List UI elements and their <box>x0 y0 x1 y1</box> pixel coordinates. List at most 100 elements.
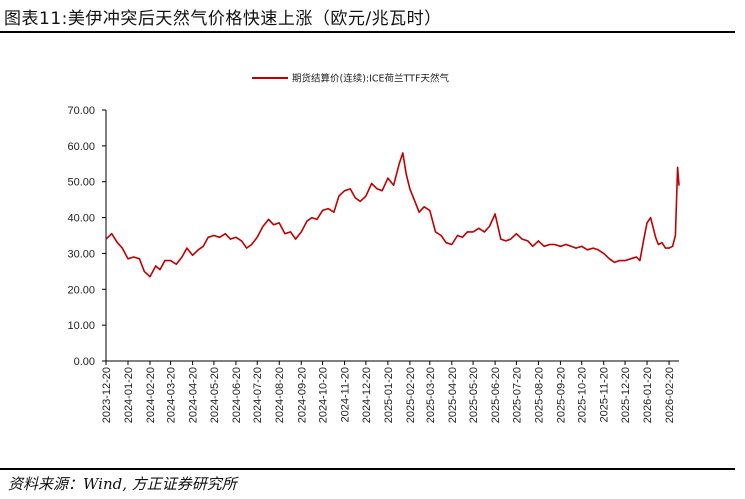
data-point <box>181 256 183 258</box>
data-point <box>466 231 468 233</box>
data-point <box>327 208 329 210</box>
data-point <box>655 236 657 238</box>
data-point <box>554 243 556 246</box>
data-point <box>672 245 674 247</box>
x-tick-label: 2024-07-20 <box>252 367 264 423</box>
data-point <box>570 245 572 247</box>
data-point <box>186 247 188 249</box>
data-point <box>434 231 437 233</box>
data-point <box>597 249 599 251</box>
x-tick-label: 2025-12-20 <box>620 367 632 423</box>
x-tick-label: 2024-01-20 <box>123 367 135 423</box>
data-point <box>405 173 407 176</box>
data-point <box>219 236 221 238</box>
data-point <box>451 243 453 246</box>
data-point <box>164 260 166 262</box>
data-point <box>505 240 507 242</box>
data-point <box>229 238 231 240</box>
data-point <box>121 247 123 249</box>
data-point <box>613 261 616 263</box>
y-tick-label: 70.00 <box>67 105 95 117</box>
data-point <box>235 236 237 238</box>
x-tick-label: 2024-06-20 <box>231 367 243 423</box>
x-tick-label: 2024-12-20 <box>361 367 373 423</box>
chart-title: 图表11:美伊冲突后天然气价格快速上涨（欧元/兆瓦时） <box>4 9 442 29</box>
data-point <box>241 240 243 242</box>
data-point <box>170 260 172 262</box>
y-tick-label: 30.00 <box>67 248 95 260</box>
data-point <box>246 247 248 249</box>
y-axis: 0.00 10.00 20.00 30.00 40.00 50.00 60.00 70.00 <box>67 105 107 368</box>
data-point <box>251 243 253 246</box>
x-tick-label: 2025-05-20 <box>468 367 480 423</box>
data-point <box>354 197 356 199</box>
legend: 期货结算价(连续):ICE荷兰TTF天然气 <box>252 73 449 85</box>
data-point <box>311 217 313 219</box>
data-point <box>478 227 480 229</box>
data-point <box>322 209 324 211</box>
data-point <box>537 240 540 242</box>
y-tick-label: 50.00 <box>67 177 95 189</box>
y-tick-label: 20.00 <box>67 284 95 296</box>
x-tick-label: 2024-05-20 <box>209 367 221 423</box>
data-point <box>415 202 417 204</box>
x-tick-label: 2026-02-20 <box>664 367 676 423</box>
data-point <box>409 188 411 190</box>
data-point <box>515 233 518 235</box>
data-point <box>472 231 474 233</box>
data-point <box>256 236 258 238</box>
data-point <box>677 166 679 168</box>
data-point <box>549 243 551 246</box>
data-point <box>559 245 562 247</box>
data-point <box>603 252 605 254</box>
data-point <box>461 236 463 238</box>
legend-label: 期货结算价(连续):ICE荷兰TTF天然气 <box>292 73 449 85</box>
data-point <box>149 276 151 278</box>
data-point <box>661 242 663 244</box>
data-point <box>295 238 297 240</box>
data-point <box>586 249 589 251</box>
data-point <box>381 190 383 192</box>
data-point <box>365 195 367 197</box>
data-point <box>376 188 378 190</box>
data-point <box>316 218 318 220</box>
data-point <box>371 182 373 185</box>
x-tick-label: 2024-10-20 <box>318 367 330 423</box>
x-tick-label: 2026-01-20 <box>642 367 654 423</box>
data-point <box>488 225 490 228</box>
x-tick-label: 2023-12-20 <box>101 367 113 423</box>
x-tick-label: 2025-04-20 <box>447 367 459 423</box>
data-point <box>674 234 677 237</box>
x-tick-label: 2024-03-20 <box>166 367 178 423</box>
data-point <box>159 269 161 271</box>
data-point <box>344 190 346 192</box>
data-point <box>592 247 594 249</box>
data-point <box>521 238 523 240</box>
data-point <box>664 247 667 249</box>
data-point <box>642 240 645 242</box>
x-tick-label: 2025-09-20 <box>555 367 567 423</box>
data-point <box>668 247 670 249</box>
data-point <box>532 245 534 247</box>
data-point <box>510 238 512 240</box>
data-point <box>278 222 280 224</box>
data-point <box>483 231 485 233</box>
data-point <box>527 240 529 242</box>
data-point <box>138 258 140 260</box>
data-point <box>429 209 431 211</box>
x-tick-label: 2024-02-20 <box>145 367 157 423</box>
data-point <box>635 256 638 258</box>
data-point <box>630 258 632 260</box>
data-point <box>657 243 660 246</box>
data-point <box>398 163 400 165</box>
y-tick-label: 10.00 <box>67 320 95 332</box>
data-point <box>116 242 118 244</box>
data-point <box>618 260 621 262</box>
x-tick-label: 2025-11-20 <box>599 367 611 422</box>
data-point <box>639 260 641 262</box>
data-point <box>359 200 361 202</box>
x-tick-label: 2025-07-20 <box>511 367 523 423</box>
data-point <box>290 231 292 233</box>
x-tick-label: 2025-10-20 <box>577 367 589 423</box>
